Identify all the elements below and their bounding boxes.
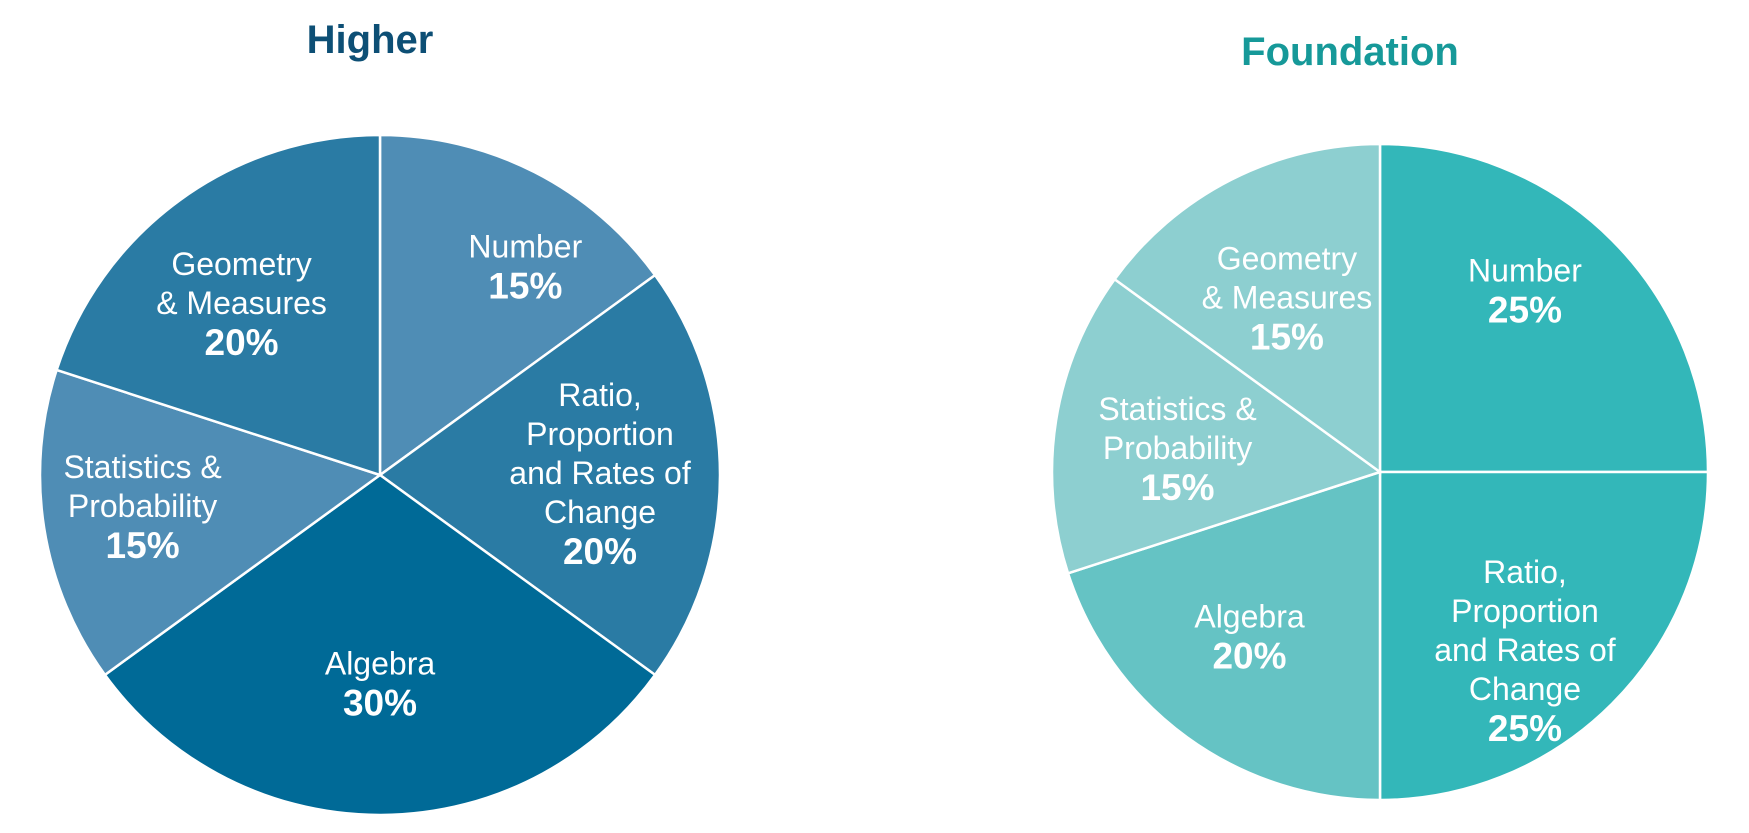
slice-name-line: Geometry	[1217, 240, 1357, 276]
pie-slice	[377, 273, 722, 677]
pie-slice	[1112, 142, 1382, 475]
pie-slice	[1050, 277, 1383, 575]
slice-percent: 15%	[1250, 316, 1324, 357]
slice-name-line: Number	[468, 228, 582, 264]
slice-name-line: and Rates of	[1434, 632, 1616, 668]
slice-percent: 20%	[563, 531, 637, 572]
slice-percent: 15%	[1140, 467, 1214, 508]
slice-name-line: Geometry	[171, 246, 311, 282]
slice-percent: 15%	[488, 265, 562, 306]
slice-name-line: and Rates of	[509, 455, 691, 491]
slice-percent: 30%	[343, 683, 417, 724]
slice-percent: 25%	[1488, 290, 1562, 331]
slice-name-line: Probability	[1103, 430, 1252, 466]
pie-slice	[55, 133, 382, 477]
slice-name-line: Proportion	[526, 416, 674, 452]
slice-name-line: Statistics &	[63, 449, 221, 485]
foundation-chart-title: Foundation	[1241, 30, 1459, 74]
pie-slice	[378, 133, 657, 478]
slice-name-line: Algebra	[1194, 598, 1305, 634]
pie-slice	[1378, 470, 1710, 802]
slice-name-line: Proportion	[1451, 593, 1599, 629]
pie-slice	[1378, 142, 1710, 474]
slice-name-line: Change	[1469, 671, 1581, 707]
slice-percent: 20%	[1212, 635, 1286, 676]
pie-slice	[1066, 470, 1382, 802]
slice-name-line: Change	[544, 494, 656, 530]
slice-name-line: & Measures	[1202, 279, 1373, 315]
slice-percent: 25%	[1488, 708, 1562, 749]
slice-name-line: Ratio,	[558, 377, 642, 413]
slice-name-line: Ratio,	[1483, 554, 1567, 590]
slice-percent: 20%	[205, 322, 279, 363]
slice-name-line: Number	[1468, 253, 1582, 289]
slice-name-line: Probability	[68, 488, 217, 524]
pie-slice	[103, 473, 657, 817]
slice-name-line: & Measures	[156, 285, 327, 321]
slice-percent: 15%	[106, 525, 180, 566]
pie-slice	[38, 368, 383, 677]
slice-name-line: Algebra	[325, 646, 436, 682]
slice-name-line: Statistics &	[1098, 391, 1256, 427]
higher-chart-title: Higher	[306, 18, 434, 62]
